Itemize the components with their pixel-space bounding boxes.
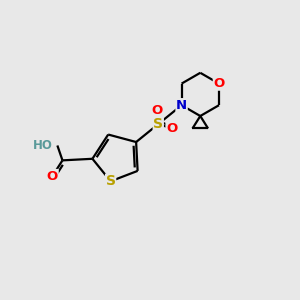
Text: O: O [47, 169, 58, 182]
Text: O: O [151, 103, 163, 117]
Text: N: N [176, 99, 187, 112]
Text: O: O [213, 77, 225, 90]
Text: S: S [153, 117, 163, 131]
Text: HO: HO [33, 139, 53, 152]
Text: O: O [166, 122, 177, 135]
Text: S: S [106, 174, 116, 188]
